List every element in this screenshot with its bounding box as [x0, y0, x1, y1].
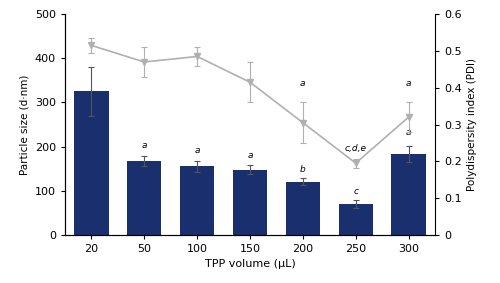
Text: a: a — [300, 79, 306, 88]
Bar — [286, 182, 320, 235]
Text: a: a — [406, 128, 411, 137]
Text: a: a — [194, 146, 200, 155]
Bar — [180, 166, 214, 235]
Bar — [233, 170, 267, 235]
Text: b: b — [300, 165, 306, 174]
Text: c: c — [353, 187, 358, 196]
Text: a: a — [406, 80, 411, 89]
Y-axis label: Particle size (d·nm): Particle size (d·nm) — [20, 74, 30, 175]
X-axis label: TPP volume (μL): TPP volume (μL) — [204, 260, 296, 269]
Y-axis label: Polydispersity index (PDI): Polydispersity index (PDI) — [468, 58, 477, 191]
Text: c,d,e: c,d,e — [344, 144, 366, 153]
Bar — [74, 91, 108, 235]
Text: a: a — [247, 151, 253, 160]
Bar — [392, 154, 426, 235]
Bar — [127, 161, 162, 235]
Bar — [338, 204, 373, 235]
Text: a: a — [142, 141, 147, 150]
